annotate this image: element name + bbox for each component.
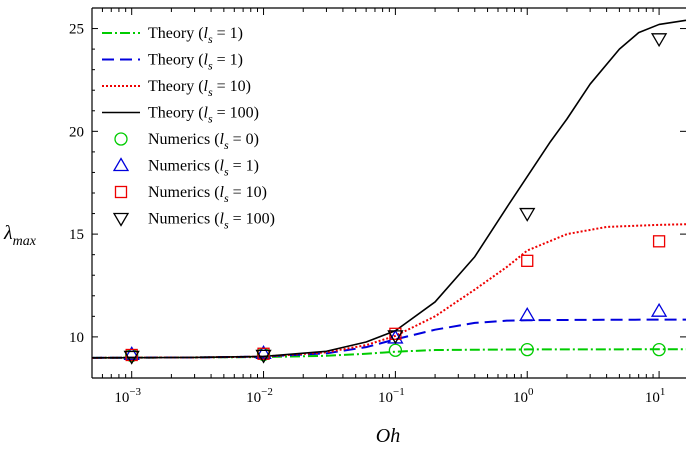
legend-label-numerics-1: Numerics (ls = 0) [148,131,259,152]
theory-line-4 [91,19,687,359]
legend-swatch-numerics-1 [114,132,128,146]
y-axis: 10 15 20 25 [69,7,686,358]
legend-swatch-numerics-2 [112,157,130,172]
legend-swatch-numerics-3 [114,185,128,199]
y-tick-label: 15 [69,227,84,243]
numerics-point-triangle-down [255,349,272,364]
legend-swatch-numerics-4 [112,212,130,227]
x-tick-label: 100 [513,386,534,406]
legend-label-theory-1: Theory (ls = 1) [148,25,243,46]
legend-label-theory-4: Theory (ls = 100) [148,105,259,126]
series-lines [91,19,687,359]
y-tick-label: 20 [69,124,84,140]
numerics-point-triangle-up [519,307,536,321]
numerics-point-triangle-down [387,330,404,345]
x-axis-title: Oh [376,425,400,447]
y-tick-label: 10 [69,330,84,346]
numerics-point-circle [520,342,534,357]
numerics-point-triangle-up [255,345,272,359]
legend-label-theory-3: Theory (ls = 10) [148,78,251,99]
y-axis-title: λmax [3,222,37,249]
x-axis: 10−3 10−2 10−1 100 101 [91,8,666,406]
legend-label-theory-2: Theory (ls = 1) [148,52,243,73]
legend-label-numerics-2: Numerics (ls = 1) [148,158,259,179]
numerics-point-circle [652,342,666,357]
numerics-point-triangle-down [123,350,140,365]
numerics-point-circle [388,343,403,357]
numerics-point-triangle-down [650,33,668,48]
numerics-point-square [521,254,534,267]
x-tick-label: 10−1 [378,386,405,406]
x-tick-label: 10−2 [246,386,273,406]
legend-label-numerics-4: Numerics (ls = 100) [148,211,275,232]
x-tick-label: 101 [645,386,666,406]
theory-line-3 [91,223,687,359]
x-tick-label: 10−3 [114,386,141,406]
series-markers [123,33,668,365]
y-tick-label: 25 [69,22,84,38]
numerics-point-triangle-down [519,207,536,222]
legend: Theory (ls = 1) Theory (ls = 1) Theory (ls… [102,25,275,232]
numerics-point-square [652,235,666,248]
numerics-point-triangle-up [123,346,140,361]
legend-label-numerics-3: Numerics (ls = 10) [148,184,267,205]
numerics-point-triangle-up [650,302,668,317]
